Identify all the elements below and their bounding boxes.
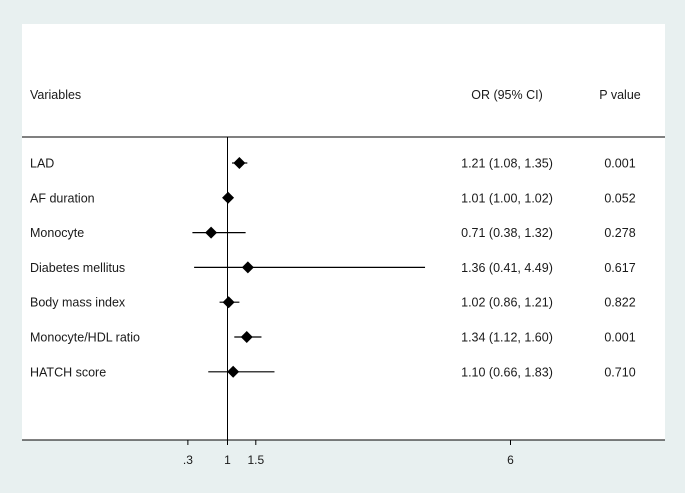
row-or-ci-text: 1.10 (0.66, 1.83) (461, 365, 553, 379)
forest-row: Body mass index 1.02 (0.86, 1.21) 0.822 (30, 296, 636, 310)
row-variable-label: LAD (30, 157, 54, 171)
row-p-value-text: 0.710 (604, 365, 635, 379)
or-point-marker (222, 191, 235, 204)
row-p-value-text: 0.001 (604, 331, 635, 345)
row-p-value-text: 0.052 (604, 191, 635, 205)
row-variable-label: Monocyte/HDL ratio (30, 331, 140, 345)
row-p-value-text: 0.278 (604, 226, 635, 240)
row-variable-label: AF duration (30, 191, 95, 205)
x-tick-label: 1.5 (247, 453, 264, 467)
or-point-marker (241, 261, 254, 274)
forest-row: Diabetes mellitus 1.36 (0.41, 4.49) 0.617 (30, 261, 636, 275)
x-tick-label: .3 (183, 453, 193, 467)
or-point-marker (222, 296, 235, 309)
row-variable-label: HATCH score (30, 365, 106, 379)
or-point-marker (233, 157, 246, 169)
row-or-ci-text: 1.21 (1.08, 1.35) (461, 157, 553, 171)
row-or-ci-text: 1.02 (0.86, 1.21) (461, 296, 553, 310)
forest-row: Monocyte 0.71 (0.38, 1.32) 0.278 (30, 226, 636, 240)
or-point-marker (240, 331, 253, 343)
plot-panel (22, 24, 665, 440)
header-or: OR (95% CI) (471, 88, 543, 102)
row-or-ci-text: 1.36 (0.41, 4.49) (461, 261, 553, 275)
or-point-marker (205, 226, 218, 239)
forest-row: HATCH score 1.10 (0.66, 1.83) 0.710 (30, 365, 636, 379)
header-p-value: P value (599, 88, 641, 102)
row-or-ci-text: 0.71 (0.38, 1.32) (461, 226, 553, 240)
row-p-value-text: 0.001 (604, 157, 635, 171)
header-variables: Variables (30, 88, 81, 102)
or-point-marker (227, 365, 240, 378)
x-tick-label: 1 (224, 453, 231, 467)
forest-row: Monocyte/HDL ratio 1.34 (1.12, 1.60) 0.001 (30, 331, 636, 345)
row-variable-label: Monocyte (30, 226, 84, 240)
row-or-ci-text: 1.34 (1.12, 1.60) (461, 331, 553, 345)
row-p-value-text: 0.822 (604, 296, 635, 310)
row-variable-label: Body mass index (30, 296, 126, 310)
forest-row: LAD 1.21 (1.08, 1.35) 0.001 (30, 157, 636, 171)
x-tick-label: 6 (507, 453, 514, 467)
row-or-ci-text: 1.01 (1.00, 1.02) (461, 191, 553, 205)
forest-row: AF duration 1.01 (1.00, 1.02) 0.052 (30, 191, 636, 205)
row-variable-label: Diabetes mellitus (30, 261, 125, 275)
row-p-value-text: 0.617 (604, 261, 635, 275)
